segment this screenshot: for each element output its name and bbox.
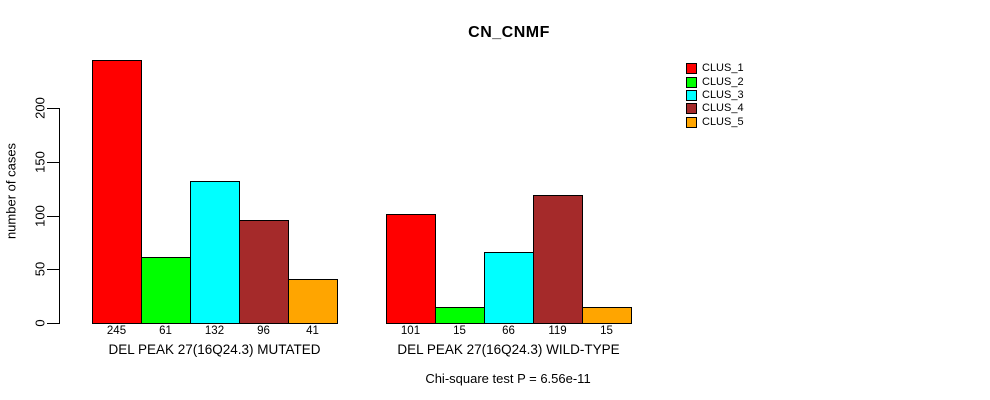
bar-count-label: 101 <box>400 325 421 337</box>
legend-label: CLUS_4 <box>702 102 744 115</box>
legend-item-clus_3: CLUS_3 <box>686 89 744 102</box>
bar-count-label: 61 <box>159 325 172 337</box>
y-axis-tick <box>47 216 59 217</box>
bar-clus_2-group2 <box>435 307 485 324</box>
bar-count-label: 41 <box>306 325 319 337</box>
y-axis-tick <box>47 323 59 324</box>
legend-item-clus_5: CLUS_5 <box>686 116 744 129</box>
bar-count-label: 132 <box>204 325 225 337</box>
legend-item-clus_1: CLUS_1 <box>686 62 744 75</box>
chi-square-annotation: Chi-square test P = 6.56e-11 <box>425 371 591 386</box>
legend-label: CLUS_5 <box>702 115 744 128</box>
x-group-label: DEL PEAK 27(16Q24.3) MUTATED <box>108 342 321 357</box>
bar-count-label: 15 <box>453 325 466 337</box>
y-axis-label: number of cases <box>3 142 19 240</box>
bar-clus_3-group2 <box>484 252 534 324</box>
y-axis-tick-label: 50 <box>32 261 48 277</box>
bar-clus_1-group1 <box>92 60 142 324</box>
bar-clus_1-group2 <box>386 214 436 324</box>
bar-clus_2-group1 <box>141 257 191 324</box>
bar-count-label: 119 <box>548 325 567 337</box>
y-axis-tick-label: 200 <box>32 97 48 119</box>
legend-label: CLUS_1 <box>702 62 744 75</box>
bar-clus_5-group1 <box>288 279 338 324</box>
chart-title: CN_CNMF <box>468 24 550 41</box>
legend-label: CLUS_2 <box>702 75 744 88</box>
y-axis-line <box>59 108 60 324</box>
legend-swatch-clus_4 <box>686 103 697 115</box>
x-group-label: DEL PEAK 27(16Q24.3) WILD-TYPE <box>397 342 620 357</box>
bar-count-label: 245 <box>106 325 127 337</box>
bar-clus_5-group2 <box>582 307 632 324</box>
bar-count-label: 66 <box>502 325 515 337</box>
legend-swatch-clus_1 <box>686 63 697 75</box>
y-axis-tick <box>47 162 59 163</box>
bar-count-label: 15 <box>600 325 613 337</box>
legend-swatch-clus_5 <box>686 116 697 128</box>
y-axis-tick-label: 150 <box>32 151 48 173</box>
y-axis-tick-label: 0 <box>32 319 48 327</box>
legend-swatch-clus_3 <box>686 89 697 101</box>
legend-label: CLUS_3 <box>702 88 744 101</box>
legend: CLUS_1 CLUS_2 CLUS_3 CLUS_4 CLUS_5 <box>686 62 744 129</box>
bar-clus_4-group2 <box>533 195 583 324</box>
y-axis-tick <box>47 108 59 109</box>
legend-item-clus_2: CLUS_2 <box>686 75 744 88</box>
legend-swatch-clus_2 <box>686 76 697 88</box>
bar-clus_4-group1 <box>239 220 289 324</box>
y-axis-tick <box>47 269 59 270</box>
y-axis-tick-label: 100 <box>32 205 48 227</box>
bar-count-label: 96 <box>257 325 270 337</box>
legend-item-clus_4: CLUS_4 <box>686 102 744 115</box>
bar-clus_3-group1 <box>190 181 240 324</box>
